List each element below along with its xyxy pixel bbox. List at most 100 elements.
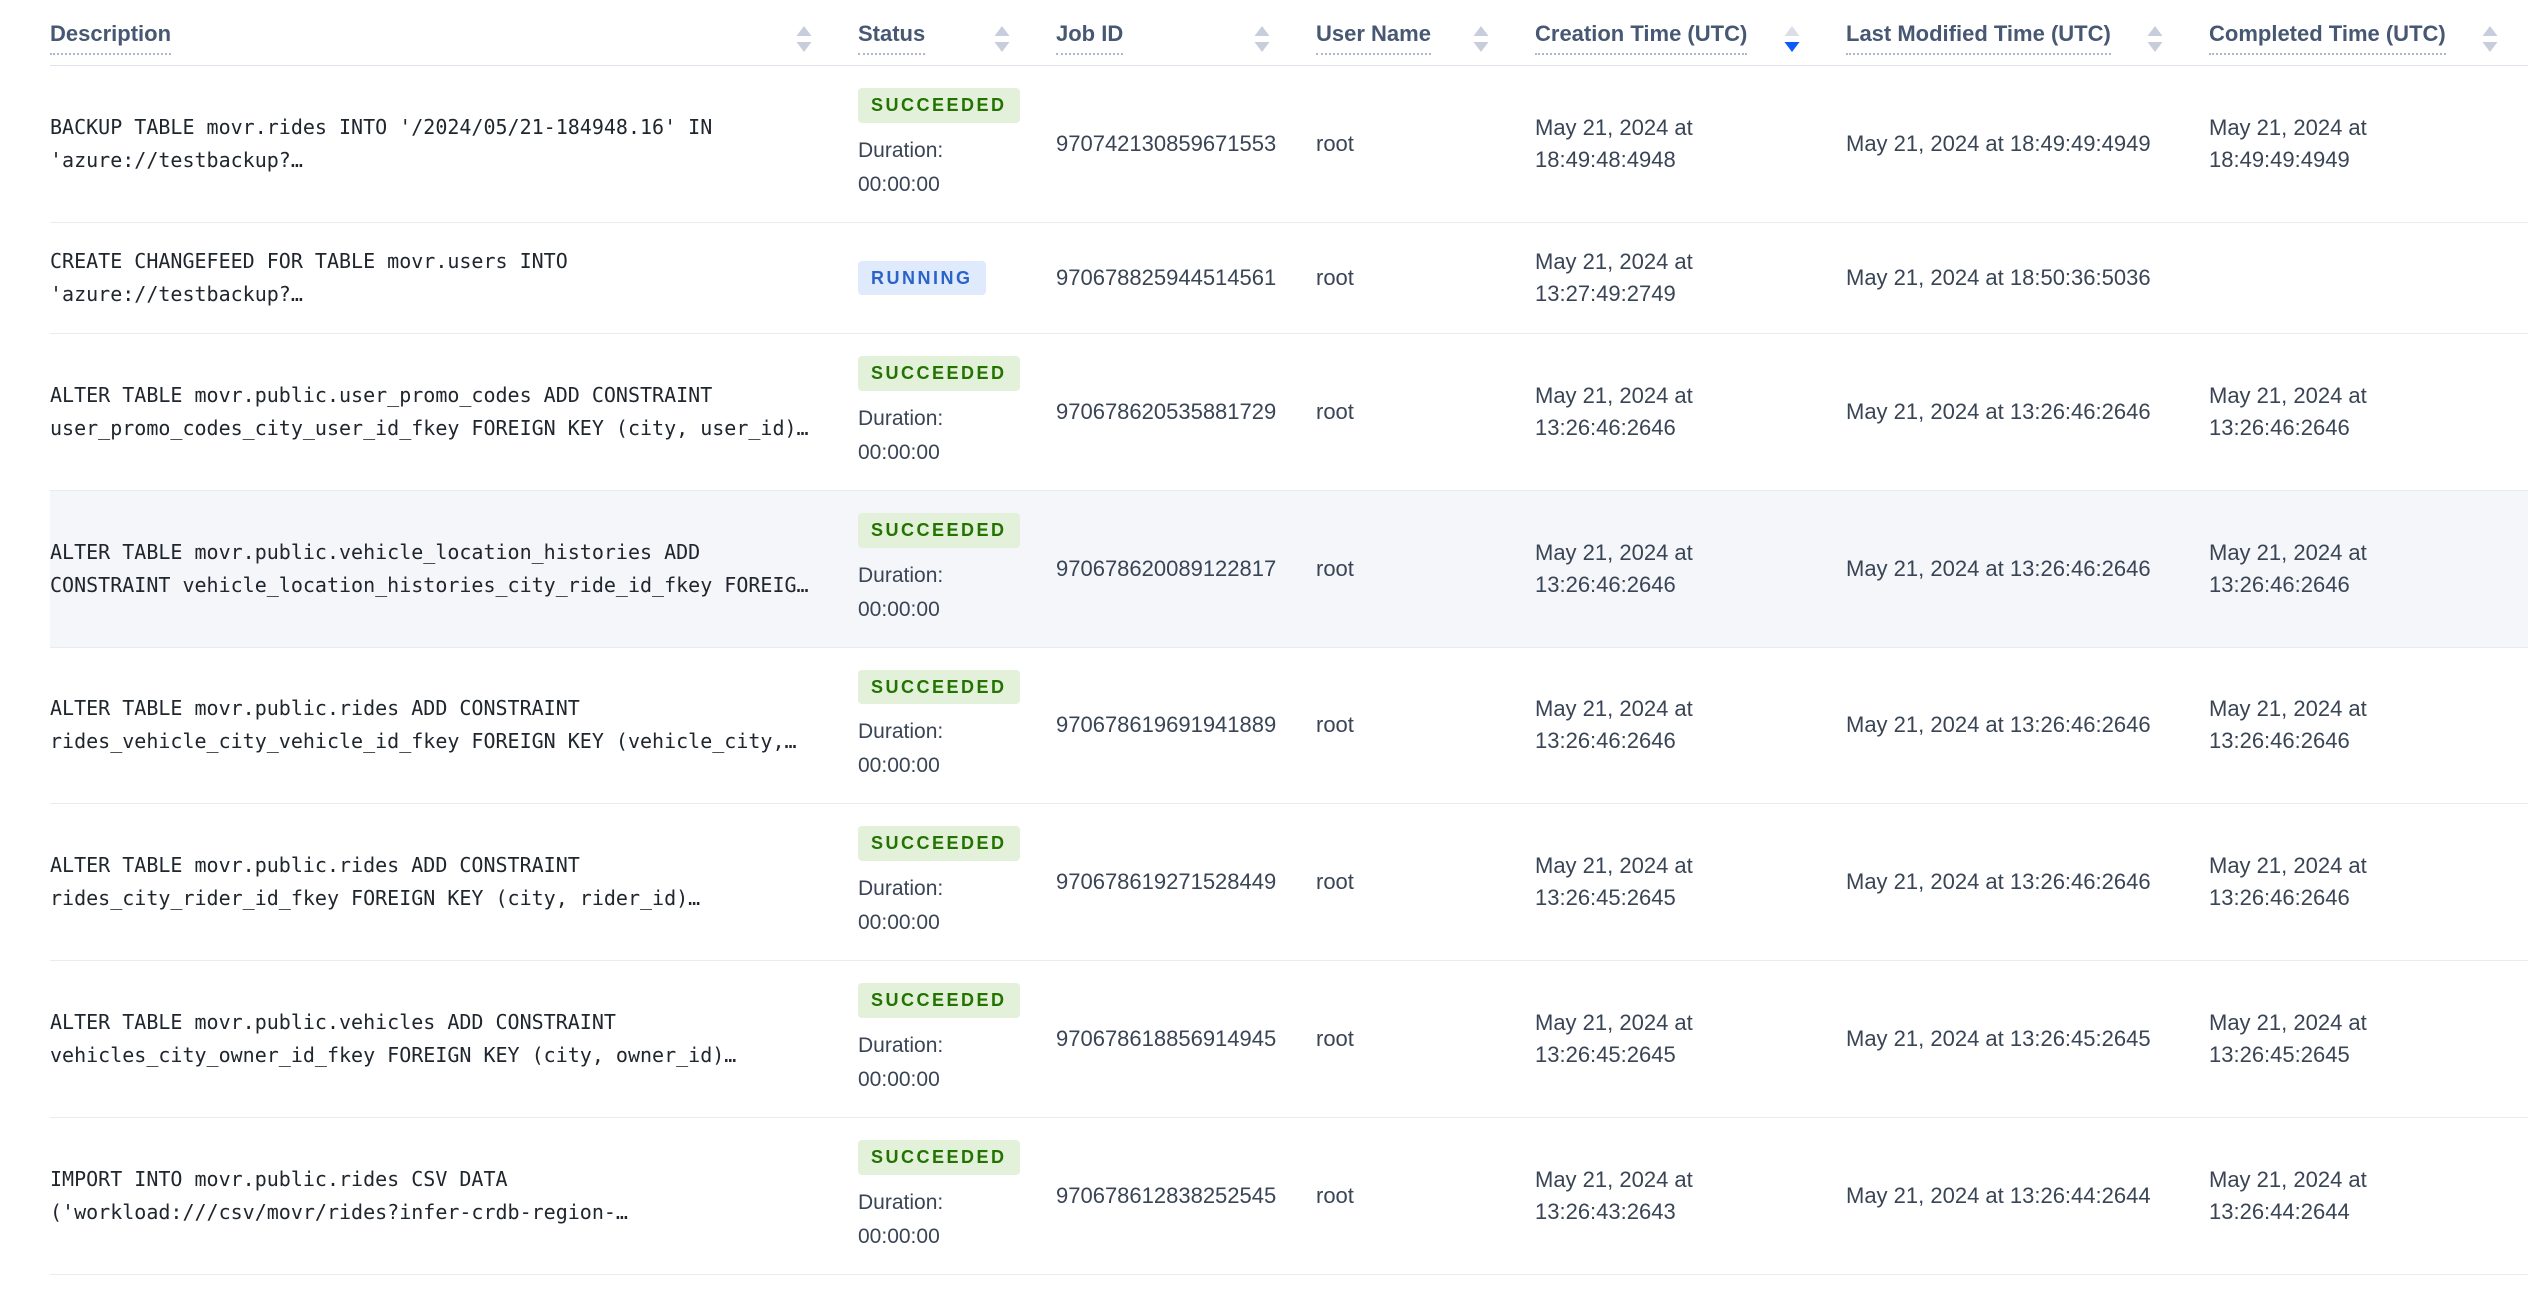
sort-arrows-icon[interactable] [2145,24,2165,54]
job-description: ALTER TABLE movr.public.vehicle_location… [50,539,809,597]
table-row[interactable]: ALTER TABLE movr.public.rides ADD CONSTR… [50,804,2528,962]
table-row[interactable]: ALTER TABLE movr.public.vehicle_location… [50,490,2528,648]
sort-arrows-icon[interactable] [794,24,814,54]
last-modified-time: May 21, 2024 at 13:26:46:2646 [1846,398,2151,424]
column-header-description[interactable]: Description [50,21,858,56]
status-badge: SUCCEEDED [858,983,1020,1018]
user-name: root [1316,712,1354,738]
duration-value: 00:00:00 [858,172,940,196]
duration-value: 00:00:00 [858,1067,940,1091]
status-cell: SUCCEEDED Duration: 00:00:00 [858,512,1056,625]
duration-value: 00:00:00 [858,911,940,935]
column-header-label: Creation Time (UTC) [1535,21,1748,56]
job-id: 970678620089122817 [1056,555,1277,581]
table-row[interactable]: CREATE CHANGEFEED FOR TABLE movr.users I… [50,223,2528,334]
column-header-user-name[interactable]: User Name [1316,21,1535,56]
completed-time: May 21, 2024 at 13:26:44:2644 [2209,1166,2367,1224]
sort-arrows-icon[interactable] [1782,24,1802,54]
column-header-label: Description [50,21,172,56]
completed-time: May 21, 2024 at 13:26:46:2646 [2209,853,2367,911]
table-row[interactable]: BACKUP TABLE movr.rides INTO '/2024/05/2… [50,66,2528,223]
duration-label: Duration: [858,1190,944,1214]
table-row[interactable]: ALTER TABLE movr.public.user_promo_codes… [50,334,2528,491]
user-name: root [1316,869,1354,895]
duration-label: Duration: [858,563,944,587]
completed-time: May 21, 2024 at 13:26:45:2645 [2209,1010,2367,1068]
job-description: ALTER TABLE movr.public.vehicles ADD CON… [50,1010,737,1068]
column-header-label: Job ID [1056,21,1124,56]
last-modified-time: May 21, 2024 at 13:26:44:2644 [1846,1182,2151,1208]
duration-value: 00:00:00 [858,1224,940,1248]
sort-arrows-icon[interactable] [992,24,1012,54]
last-modified-time: May 21, 2024 at 13:26:46:2646 [1846,555,2151,581]
status-badge: SUCCEEDED [858,88,1020,123]
sort-arrows-icon[interactable] [2480,24,2500,54]
user-name: root [1316,1182,1354,1208]
completed-time: May 21, 2024 at 18:49:49:4949 [2209,115,2367,173]
creation-time: May 21, 2024 at 13:26:45:2645 [1535,853,1693,911]
sort-arrows-icon[interactable] [1252,24,1272,54]
column-header-label: Status [858,21,926,56]
column-header-completed-time-utc[interactable]: Completed Time (UTC) [2209,21,2528,56]
status-cell: SUCCEEDED Duration: 00:00:00 [858,669,1056,782]
user-name: root [1316,131,1354,157]
duration-value: 00:00:00 [858,597,940,621]
creation-time: May 21, 2024 at 13:26:43:2643 [1535,1166,1693,1224]
job-id: 970678825944514561 [1056,264,1277,290]
job-description: ALTER TABLE movr.public.rides ADD CONSTR… [50,696,797,754]
table-row[interactable]: ALTER TABLE movr.public.rides ADD CONSTR… [50,648,2528,805]
duration-label: Duration: [858,877,944,901]
column-header-creation-time-utc[interactable]: Creation Time (UTC) [1535,21,1846,56]
status-badge: SUCCEEDED [858,1139,1020,1175]
status-badge: SUCCEEDED [858,512,1020,548]
user-name: root [1316,264,1354,290]
table-row[interactable]: ALTER TABLE movr.public.vehicles ADD CON… [50,961,2528,1118]
sort-arrows-icon[interactable] [1471,24,1491,54]
job-description: BACKUP TABLE movr.rides INTO '/2024/05/2… [50,115,713,173]
table-header-row: Description Status Job ID User Name Creation… [50,0,2528,67]
status-cell: SUCCEEDED Duration: 00:00:00 [858,983,1056,1095]
job-description: ALTER TABLE movr.public.user_promo_codes… [50,382,809,440]
status-cell: SUCCEEDED Duration: 00:00:00 [858,88,1056,200]
column-header-label: User Name [1316,21,1431,56]
last-modified-time: May 21, 2024 at 13:26:45:2645 [1846,1026,2151,1052]
completed-time: May 21, 2024 at 13:26:46:2646 [2209,382,2367,440]
duration-label: Duration: [858,406,944,430]
table-row[interactable]: IMPORT INTO movr.public.rides CSV DATA (… [50,1118,2528,1275]
duration-label: Duration: [858,138,944,162]
last-modified-time: May 21, 2024 at 18:49:49:4949 [1846,131,2151,157]
status-badge: SUCCEEDED [858,355,1020,391]
job-id: 970742130859671553 [1056,131,1277,157]
status-cell: SUCCEEDED Duration: 00:00:00 [858,355,1056,468]
last-modified-time: May 21, 2024 at 13:26:46:2646 [1846,712,2151,738]
creation-time: May 21, 2024 at 13:26:46:2646 [1535,382,1693,440]
job-id: 970678619271528449 [1056,869,1277,895]
status-badge: RUNNING [858,260,986,296]
completed-time: May 21, 2024 at 13:26:46:2646 [2209,539,2367,597]
job-id: 970678618856914945 [1056,1026,1277,1052]
job-description: CREATE CHANGEFEED FOR TABLE movr.users I… [50,248,568,306]
creation-time: May 21, 2024 at 13:26:45:2645 [1535,1010,1693,1068]
status-cell: SUCCEEDED Duration: 00:00:00 [858,1139,1056,1252]
status-cell: RUNNING [858,260,1056,296]
job-id: 970678620535881729 [1056,398,1277,424]
status-badge: SUCCEEDED [858,669,1020,705]
column-header-last-modified-time-utc[interactable]: Last Modified Time (UTC) [1846,21,2209,56]
creation-time: May 21, 2024 at 13:26:46:2646 [1535,539,1693,597]
column-header-status[interactable]: Status [858,21,1056,56]
duration-value: 00:00:00 [858,754,940,778]
job-id: 970678612838252545 [1056,1182,1277,1208]
last-modified-time: May 21, 2024 at 18:50:36:5036 [1846,264,2151,290]
status-badge: SUCCEEDED [858,826,1020,862]
status-cell: SUCCEEDED Duration: 00:00:00 [858,826,1056,938]
job-id: 970678619691941889 [1056,712,1277,738]
column-header-label: Completed Time (UTC) [2209,21,2446,56]
completed-time: May 21, 2024 at 13:26:46:2646 [2209,696,2367,754]
creation-time: May 21, 2024 at 18:49:48:4948 [1535,115,1693,173]
column-header-label: Last Modified Time (UTC) [1846,21,2111,56]
table-body: BACKUP TABLE movr.rides INTO '/2024/05/2… [50,66,2528,1275]
job-description: IMPORT INTO movr.public.rides CSV DATA (… [50,1166,628,1224]
column-header-job-id[interactable]: Job ID [1056,21,1316,56]
job-description: ALTER TABLE movr.public.rides ADD CONSTR… [50,853,701,911]
